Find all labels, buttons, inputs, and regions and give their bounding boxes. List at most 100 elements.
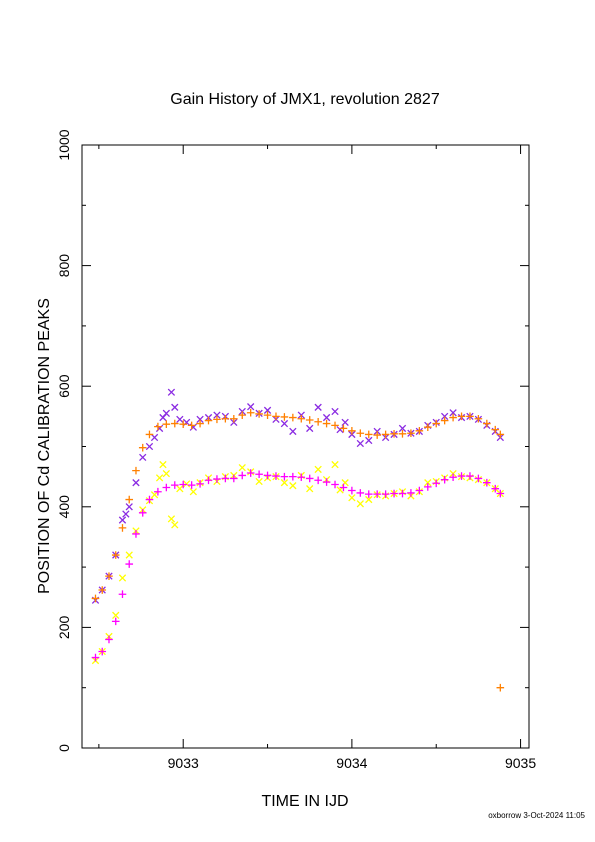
data-point — [289, 427, 297, 436]
x-axis-label: TIME IN IJD — [261, 793, 348, 810]
data-point — [474, 414, 483, 423]
data-point — [221, 414, 230, 423]
data-point — [381, 430, 390, 439]
data-point — [138, 509, 147, 517]
data-point — [179, 480, 188, 489]
data-point — [441, 412, 449, 421]
data-point — [118, 524, 127, 532]
data-point — [440, 475, 449, 484]
data-point — [138, 443, 147, 452]
data-point — [365, 495, 373, 504]
y-tick-label: 600 — [56, 374, 72, 398]
data-point — [170, 419, 179, 428]
data-point — [246, 469, 255, 477]
data-point — [364, 490, 373, 498]
data-point — [179, 420, 188, 428]
data-point — [145, 495, 154, 504]
data-point — [255, 410, 263, 418]
data-point — [415, 427, 424, 435]
x-tick-label: 9033 — [168, 755, 199, 771]
data-point — [306, 424, 314, 433]
x-axis: 9033 9034 9035 — [98, 145, 536, 771]
data-point — [263, 406, 272, 414]
data-point — [339, 483, 348, 492]
data-point — [289, 482, 297, 490]
data-point — [238, 471, 247, 480]
data-point — [238, 411, 247, 419]
data-point — [280, 472, 289, 481]
data-point — [336, 425, 344, 434]
data-point — [118, 516, 127, 524]
data-point — [297, 473, 306, 482]
data-point — [105, 635, 113, 644]
data-point — [187, 481, 196, 489]
data-point — [280, 413, 289, 421]
data-point — [189, 488, 197, 496]
data-point — [132, 530, 140, 538]
data-point — [112, 611, 120, 619]
y-tick-label: 1000 — [56, 129, 72, 160]
data-point — [356, 439, 364, 448]
data-point — [322, 413, 331, 422]
data-point — [98, 586, 107, 594]
x-tick-label: 9035 — [505, 755, 536, 771]
data-point — [339, 424, 348, 433]
data-point — [348, 486, 356, 495]
data-point — [213, 475, 221, 483]
data-point — [373, 431, 381, 439]
data-point — [496, 430, 505, 439]
data-point — [145, 442, 154, 451]
data-point — [125, 503, 133, 511]
data-point — [272, 412, 280, 421]
data-point — [196, 419, 204, 428]
data-point — [230, 414, 238, 423]
data-point — [297, 414, 306, 423]
data-point — [213, 415, 221, 424]
data-point — [230, 474, 238, 483]
data-point — [132, 466, 140, 475]
data-point — [322, 419, 331, 428]
data-point — [204, 476, 213, 485]
data-point — [364, 430, 373, 439]
data-point — [122, 510, 130, 518]
data-point — [314, 476, 322, 485]
y-axis-label: POSITION OF Cd CALIBRATION PEAKS — [36, 298, 53, 594]
data-point — [341, 418, 349, 427]
data-point — [398, 489, 407, 498]
data-point — [423, 483, 432, 491]
series-3 — [91, 460, 504, 665]
data-point — [238, 463, 246, 472]
data-point — [381, 490, 390, 498]
data-point — [213, 411, 221, 419]
data-point — [159, 460, 167, 469]
data-point — [491, 484, 500, 493]
data-point — [356, 429, 365, 438]
data-point — [167, 515, 176, 523]
data-point — [204, 416, 213, 425]
data-point — [289, 413, 297, 422]
data-point — [314, 403, 322, 411]
data-point — [348, 427, 356, 435]
data-point — [449, 473, 457, 482]
data-point — [496, 683, 505, 692]
data-point — [356, 489, 365, 497]
series-2 — [91, 408, 505, 692]
data-point — [423, 423, 432, 432]
data-point — [407, 489, 415, 497]
data-point — [356, 500, 364, 508]
data-point — [187, 421, 196, 430]
data-point — [145, 430, 154, 439]
data-point — [280, 479, 289, 487]
data-point — [398, 424, 407, 433]
data-point — [246, 408, 255, 417]
data-point — [170, 481, 179, 489]
data-point — [449, 413, 457, 422]
data-point — [289, 472, 297, 481]
series-4 — [91, 469, 505, 662]
data-point — [125, 560, 134, 568]
data-point — [306, 485, 314, 493]
data-point — [154, 487, 162, 496]
y-tick-label: 800 — [56, 254, 72, 278]
data-point — [272, 472, 280, 480]
